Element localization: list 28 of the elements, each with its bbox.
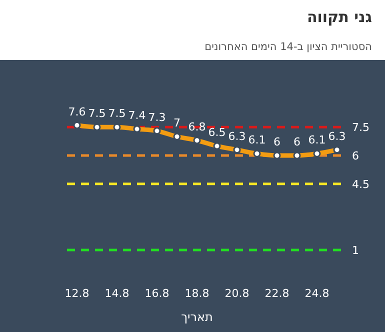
chart-subtitle: הסטוריית הציון ב-14 הימים האחרונים xyxy=(204,41,372,53)
data-label: 6.1 xyxy=(308,134,326,147)
x-tick-label: 18.8 xyxy=(184,287,210,300)
x-tick-label: 20.8 xyxy=(224,287,250,300)
data-label: 6 xyxy=(274,136,280,148)
data-label: 7.5 xyxy=(88,107,106,120)
data-label: 7.4 xyxy=(128,109,146,122)
chart-title: גני תקווה xyxy=(306,8,372,26)
x-tick-label: 12.8 xyxy=(64,287,90,300)
ref-line-label: 4.5 xyxy=(352,178,370,191)
data-label: 6.5 xyxy=(208,126,226,140)
data-label: 6 xyxy=(294,136,300,148)
ref-line-label: 1 xyxy=(352,244,359,257)
x-tick-label: 16.8 xyxy=(144,287,170,300)
ref-line-label: 7.5 xyxy=(352,121,370,134)
x-tick-label: 24.8 xyxy=(304,287,330,300)
data-label: 6.8 xyxy=(188,120,206,134)
data-label: 7 xyxy=(174,116,180,130)
x-tick-label: 22.8 xyxy=(264,287,290,300)
data-label: 7.6 xyxy=(68,105,86,118)
x-tick-label: 14.8 xyxy=(104,287,130,300)
x-axis-title: תאריך xyxy=(181,310,213,324)
ref-line-label: 6 xyxy=(352,150,359,162)
data-label: 7.5 xyxy=(108,107,126,120)
data-label: 6.1 xyxy=(248,134,266,147)
data-label: 6.3 xyxy=(328,130,346,143)
data-label: 6.3 xyxy=(228,130,246,143)
data-label: 7.3 xyxy=(148,110,166,124)
